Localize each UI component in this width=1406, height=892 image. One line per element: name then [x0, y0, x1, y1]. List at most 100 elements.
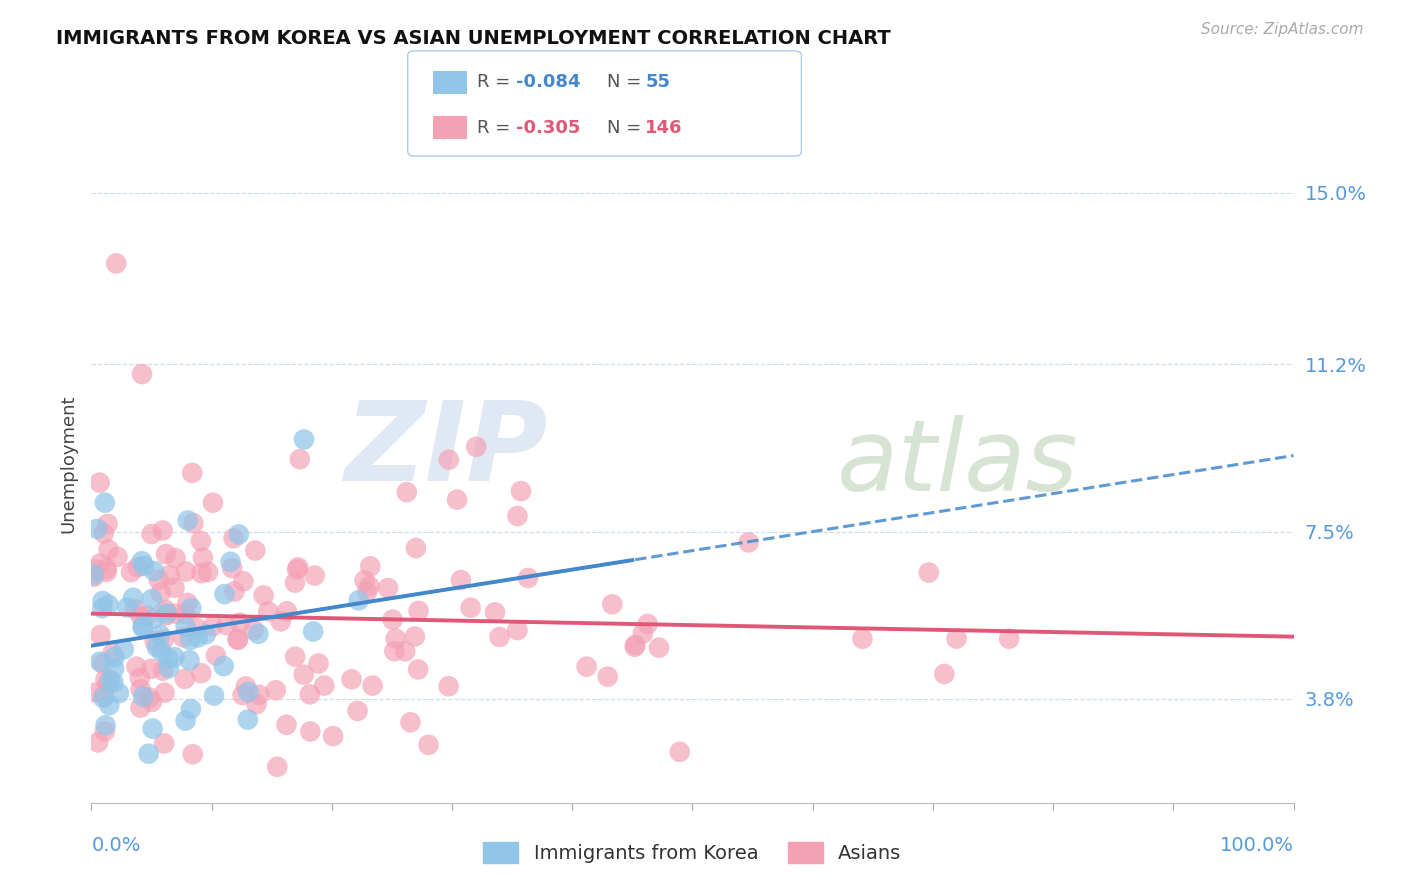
- Point: [314, 679, 336, 693]
- Point: [488, 630, 510, 644]
- Point: [406, 662, 429, 676]
- Point: [107, 549, 129, 564]
- Text: Source: ZipAtlas.com: Source: ZipAtlas.com: [1201, 22, 1364, 37]
- Point: [359, 559, 381, 574]
- Point: [129, 700, 152, 714]
- Point: [101, 647, 124, 661]
- Text: 146: 146: [645, 119, 683, 136]
- Text: R =: R =: [477, 119, 516, 136]
- Point: [94, 673, 117, 687]
- Point: [174, 565, 197, 579]
- Point: [89, 628, 111, 642]
- Point: [637, 616, 659, 631]
- Point: [91, 690, 114, 705]
- Point: [83, 570, 105, 584]
- Point: [115, 600, 138, 615]
- Point: [340, 672, 363, 686]
- Point: [197, 565, 219, 579]
- Point: [155, 603, 177, 617]
- Point: [228, 527, 250, 541]
- Point: [96, 565, 118, 579]
- Point: [152, 664, 174, 678]
- Point: [125, 659, 148, 673]
- Point: [596, 670, 619, 684]
- Point: [176, 513, 198, 527]
- Point: [384, 632, 406, 646]
- Text: R =: R =: [477, 73, 516, 91]
- Point: [465, 440, 488, 454]
- Point: [408, 604, 430, 618]
- Point: [94, 496, 117, 510]
- Point: [359, 579, 381, 593]
- Point: [934, 667, 956, 681]
- Point: [395, 485, 418, 500]
- Legend: Immigrants from Korea, Asians: Immigrants from Korea, Asians: [475, 834, 910, 871]
- Point: [394, 644, 416, 658]
- Point: [276, 604, 298, 618]
- Point: [226, 632, 249, 647]
- Point: [247, 627, 270, 641]
- Point: [186, 621, 208, 635]
- Point: [194, 627, 217, 641]
- Point: [446, 492, 468, 507]
- Point: [91, 657, 114, 671]
- Point: [139, 662, 162, 676]
- Point: [103, 650, 125, 665]
- Point: [287, 560, 309, 574]
- Point: [179, 653, 201, 667]
- Point: [506, 508, 529, 523]
- Point: [308, 657, 330, 671]
- Point: [668, 745, 690, 759]
- Point: [238, 685, 260, 699]
- Point: [201, 496, 224, 510]
- Point: [302, 624, 325, 639]
- Text: IMMIGRANTS FROM KOREA VS ASIAN UNEMPLOYMENT CORRELATION CHART: IMMIGRANTS FROM KOREA VS ASIAN UNEMPLOYM…: [56, 29, 891, 47]
- Point: [190, 533, 212, 548]
- Point: [124, 602, 146, 616]
- Point: [86, 522, 108, 536]
- Point: [157, 661, 180, 675]
- Point: [93, 526, 115, 541]
- Point: [174, 620, 197, 634]
- Point: [91, 594, 114, 608]
- Point: [181, 747, 204, 761]
- Point: [190, 566, 212, 581]
- Text: N =: N =: [607, 119, 647, 136]
- Point: [187, 631, 209, 645]
- Point: [112, 642, 135, 657]
- Point: [575, 659, 598, 673]
- Point: [361, 679, 384, 693]
- Point: [181, 466, 204, 480]
- Point: [624, 638, 647, 652]
- Point: [149, 586, 172, 600]
- Point: [131, 554, 153, 568]
- Point: [103, 661, 125, 675]
- Text: -0.084: -0.084: [516, 73, 581, 91]
- Point: [180, 702, 202, 716]
- Point: [284, 575, 307, 590]
- Y-axis label: Unemployment: Unemployment: [59, 394, 77, 533]
- Point: [212, 659, 235, 673]
- Point: [292, 433, 315, 447]
- Point: [245, 543, 267, 558]
- Point: [132, 690, 155, 704]
- Point: [377, 581, 399, 595]
- Point: [145, 830, 167, 844]
- Point: [155, 608, 177, 623]
- Point: [737, 535, 759, 549]
- Text: atlas: atlas: [837, 416, 1078, 512]
- Point: [97, 542, 120, 557]
- Point: [131, 367, 153, 381]
- Point: [224, 584, 246, 599]
- Point: [105, 256, 128, 270]
- Point: [129, 682, 152, 697]
- Point: [221, 561, 243, 575]
- Point: [322, 729, 344, 743]
- Point: [138, 690, 160, 705]
- Point: [172, 631, 194, 645]
- Point: [201, 619, 224, 633]
- Point: [150, 644, 173, 658]
- Point: [89, 655, 111, 669]
- Point: [226, 632, 249, 647]
- Point: [460, 600, 482, 615]
